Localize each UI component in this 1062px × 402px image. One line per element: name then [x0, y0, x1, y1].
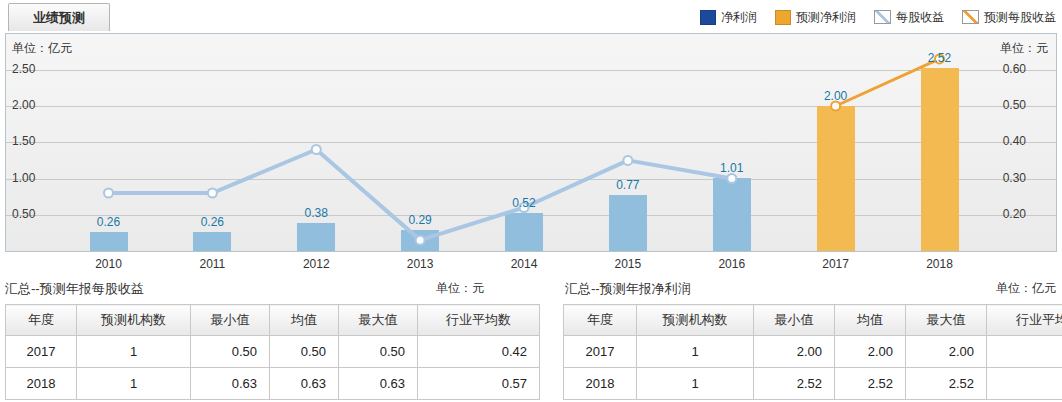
table-header-row: 年度预测机构数最小值均值最大值行业平均数: [564, 305, 1062, 336]
x-axis-label-2011: 2011: [172, 257, 252, 271]
table-cell: 2.52: [906, 368, 987, 400]
performance-forecast-widget: 业绩预测 净利润 预测净利润 每股收益 预测每股收益 单位：亿元 单位：元 2.500…: [0, 0, 1062, 402]
x-axis-label-2016: 2016: [692, 257, 772, 271]
table-cell: 0.50: [339, 336, 418, 368]
legend-line-swatch: [874, 10, 891, 24]
column-header: 预测机构数: [77, 305, 191, 336]
legend-label: 预测净利润: [796, 9, 856, 26]
column-header: 年度: [564, 305, 637, 336]
table-cell: 1: [77, 368, 191, 400]
chart-panel: 单位：亿元 单位：元 2.500.602.000.501.500.401.000…: [5, 33, 1057, 252]
left-axis-unit: 单位：亿元: [12, 40, 72, 57]
line-marker: [208, 189, 217, 198]
x-axis-label-2012: 2012: [276, 257, 356, 271]
legend-bar-swatch: [775, 10, 791, 25]
column-header: 最大值: [339, 305, 418, 336]
bar-value-label: 1.01: [702, 161, 762, 175]
table-cell: 3.32: [987, 336, 1062, 368]
bar-value-label: 0.38: [286, 206, 346, 220]
table-cell: 2017: [6, 336, 77, 368]
table-cell: 2.00: [906, 336, 987, 368]
column-header: 均值: [270, 305, 339, 336]
legend-item-3[interactable]: 预测每股收益: [962, 9, 1056, 26]
x-axis-labels: 2010 2011 2012 2013 2014 2015 2016 2017 2018: [6, 257, 1056, 275]
legend-item-2[interactable]: 每股收益: [874, 9, 944, 26]
table-cell: 0.63: [191, 368, 270, 400]
line-marker: [727, 174, 736, 183]
column-header: 最大值: [906, 305, 987, 336]
legend-line-swatch: [962, 10, 979, 24]
x-axis-label-2014: 2014: [484, 257, 564, 271]
table-cell: 1: [637, 368, 754, 400]
tab-performance-forecast[interactable]: 业绩预测: [8, 3, 110, 31]
column-header: 行业平均数: [418, 305, 540, 336]
column-header: 最小值: [191, 305, 270, 336]
column-header: 最小值: [754, 305, 835, 336]
legend-label: 预测每股收益: [984, 9, 1056, 26]
table-cell: 2018: [564, 368, 637, 400]
legend-bar-swatch: [700, 10, 716, 25]
table-cell: 0.57: [418, 368, 540, 400]
table-cell: 2018: [6, 368, 77, 400]
bar-value-label: 2.00: [806, 89, 866, 103]
bar-value-label: 0.77: [598, 178, 658, 192]
table-cell: 4.53: [987, 368, 1062, 400]
column-header: 预测机构数: [637, 305, 754, 336]
table-cell: 0.63: [339, 368, 418, 400]
line-marker: [416, 236, 425, 245]
x-axis-label-2010: 2010: [69, 257, 149, 271]
legend-label: 净利润: [721, 9, 757, 26]
table-row: 201710.500.500.500.42: [6, 336, 540, 368]
x-axis-label-2015: 2015: [588, 257, 668, 271]
table-cell: 0.50: [270, 336, 339, 368]
table-cell: 2.52: [754, 368, 835, 400]
table-cell: 2.00: [754, 336, 835, 368]
netprofit-table-title: 汇总--预测年报净利润: [565, 280, 691, 298]
header-bar: 业绩预测 净利润 预测净利润 每股收益 预测每股收益: [0, 0, 1062, 33]
column-header: 均值: [835, 305, 906, 336]
line-marker: [623, 156, 632, 165]
column-header: 年度: [6, 305, 77, 336]
table-cell: 0.50: [191, 336, 270, 368]
table-header-row: 年度预测机构数最小值均值最大值行业平均数: [6, 305, 540, 336]
table-cell: 2.52: [835, 368, 906, 400]
column-header: 行业平均数: [987, 305, 1062, 336]
table-cell: 2017: [564, 336, 637, 368]
lines-overlay: [6, 34, 1056, 251]
chart-legend: 净利润 预测净利润 每股收益 预测每股收益: [700, 6, 1056, 28]
legend-item-1[interactable]: 预测净利润: [775, 9, 856, 26]
bar-value-label: 0.26: [79, 215, 139, 229]
eps-forecast-table: 年度预测机构数最小值均值最大值行业平均数201710.500.500.500.4…: [5, 304, 540, 400]
line-marker: [104, 189, 113, 198]
table-row: 201712.002.002.003.32: [564, 336, 1062, 368]
netprofit-forecast-table: 年度预测机构数最小值均值最大值行业平均数201712.002.002.003.3…: [563, 304, 1062, 400]
table-row: 201812.522.522.524.53: [564, 368, 1062, 400]
table-row: 201810.630.630.630.57: [6, 368, 540, 400]
table-cell: 2.00: [835, 336, 906, 368]
bar-value-label: 0.29: [390, 213, 450, 227]
x-axis-label-2017: 2017: [796, 257, 876, 271]
netprofit-table-unit: 单位：亿元: [976, 280, 1056, 297]
bar-value-label: 0.26: [182, 215, 242, 229]
right-axis-unit: 单位：元: [1000, 40, 1048, 57]
x-axis-label-2018: 2018: [900, 257, 980, 271]
legend-item-0[interactable]: 净利润: [700, 9, 757, 26]
line-marker: [312, 145, 321, 154]
bar-value-label: 0.52: [494, 196, 554, 210]
x-axis-label-2013: 2013: [380, 257, 460, 271]
table-cell: 1: [77, 336, 191, 368]
table-cell: 0.63: [270, 368, 339, 400]
eps-table-title: 汇总--预测年报每股收益: [5, 280, 144, 298]
eps-table-unit: 单位：元: [404, 280, 484, 297]
legend-label: 每股收益: [896, 9, 944, 26]
table-cell: 0.42: [418, 336, 540, 368]
table-cell: 1: [637, 336, 754, 368]
bar-value-label: 2.52: [910, 51, 970, 65]
